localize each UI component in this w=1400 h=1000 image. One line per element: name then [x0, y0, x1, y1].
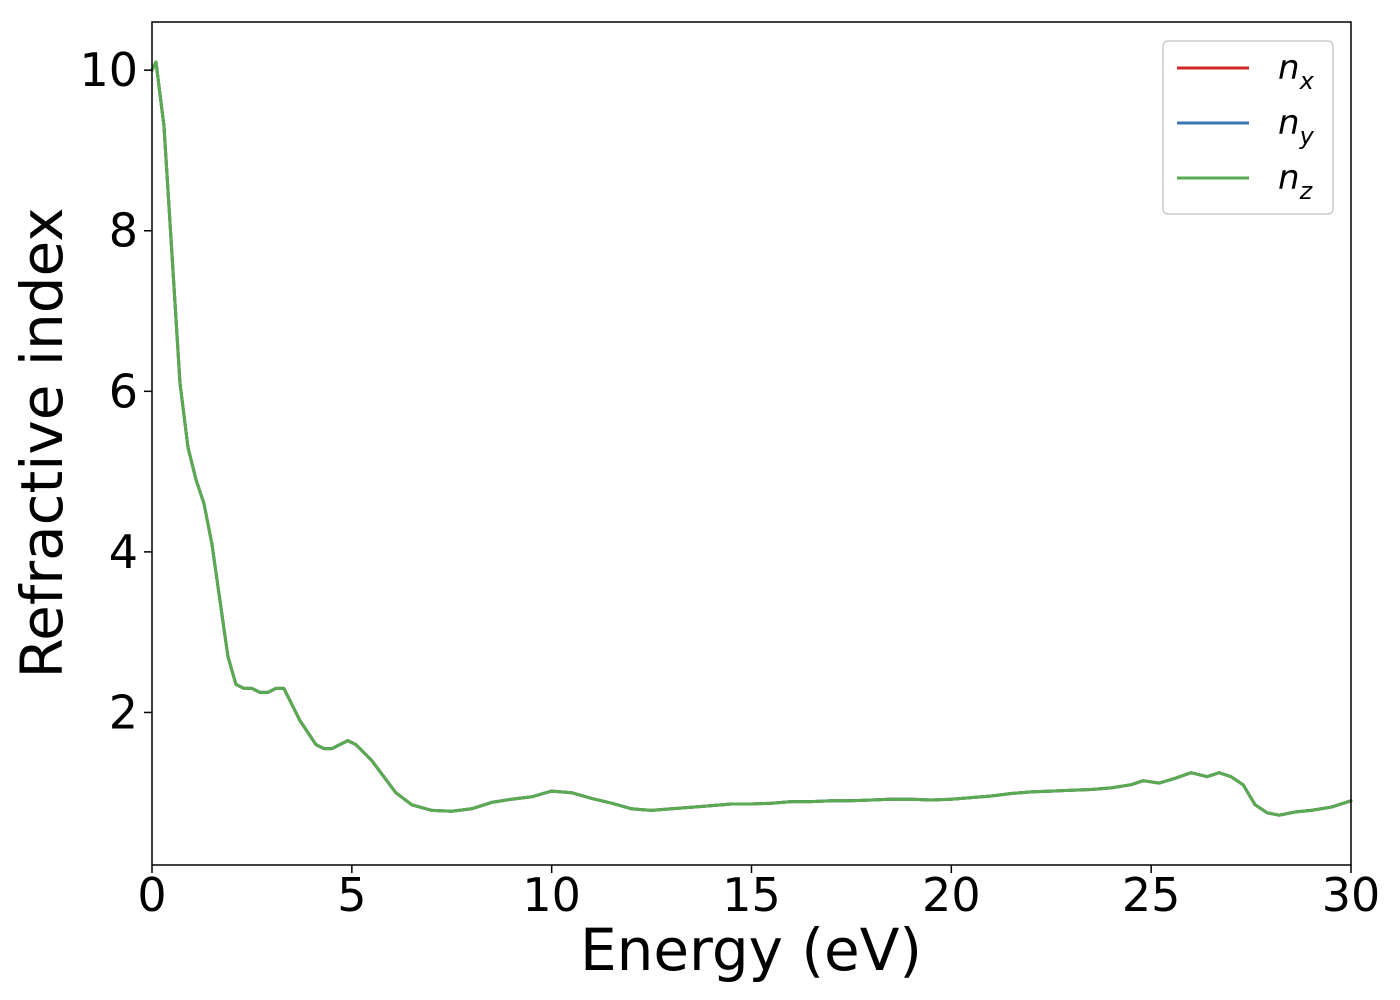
x-tick-label: 10 [522, 868, 581, 922]
series-line-nz [150, 60, 1353, 817]
x-tick-label: 30 [1322, 868, 1381, 922]
y-ticks: 2 4 6 8 10 [79, 43, 152, 739]
x-tick-label: 0 [137, 868, 166, 922]
legend-label-base: n [1278, 158, 1300, 198]
legend-label-subscript: x [1299, 67, 1315, 95]
y-tick-label: 10 [79, 43, 138, 97]
x-axis-label: Energy (eV) [580, 916, 922, 984]
x-tick-label: 25 [1122, 868, 1181, 922]
legend-box [1162, 40, 1334, 215]
legend-label-base: n [1278, 103, 1300, 143]
y-tick-label: 6 [109, 364, 138, 418]
x-ticks: 0 5 10 15 20 25 30 [137, 865, 1380, 922]
series-layer [150, 60, 1353, 817]
y-tick-label: 4 [109, 525, 138, 579]
legend-label-nx: nx [1278, 48, 1315, 95]
x-tick-label: 15 [722, 868, 781, 922]
y-tick-label: 2 [109, 685, 138, 739]
y-axis-label: Refractive index [8, 207, 76, 678]
legend-label-ny: ny [1278, 103, 1315, 150]
legend-label-nz: nz [1278, 158, 1314, 205]
x-tick-label: 5 [337, 868, 366, 922]
legend-label-subscript: y [1299, 122, 1315, 150]
y-tick-label: 8 [109, 204, 138, 258]
legend-label-base: n [1278, 48, 1300, 88]
x-tick-label: 20 [922, 868, 981, 922]
legend-label-subscript: z [1299, 177, 1314, 205]
